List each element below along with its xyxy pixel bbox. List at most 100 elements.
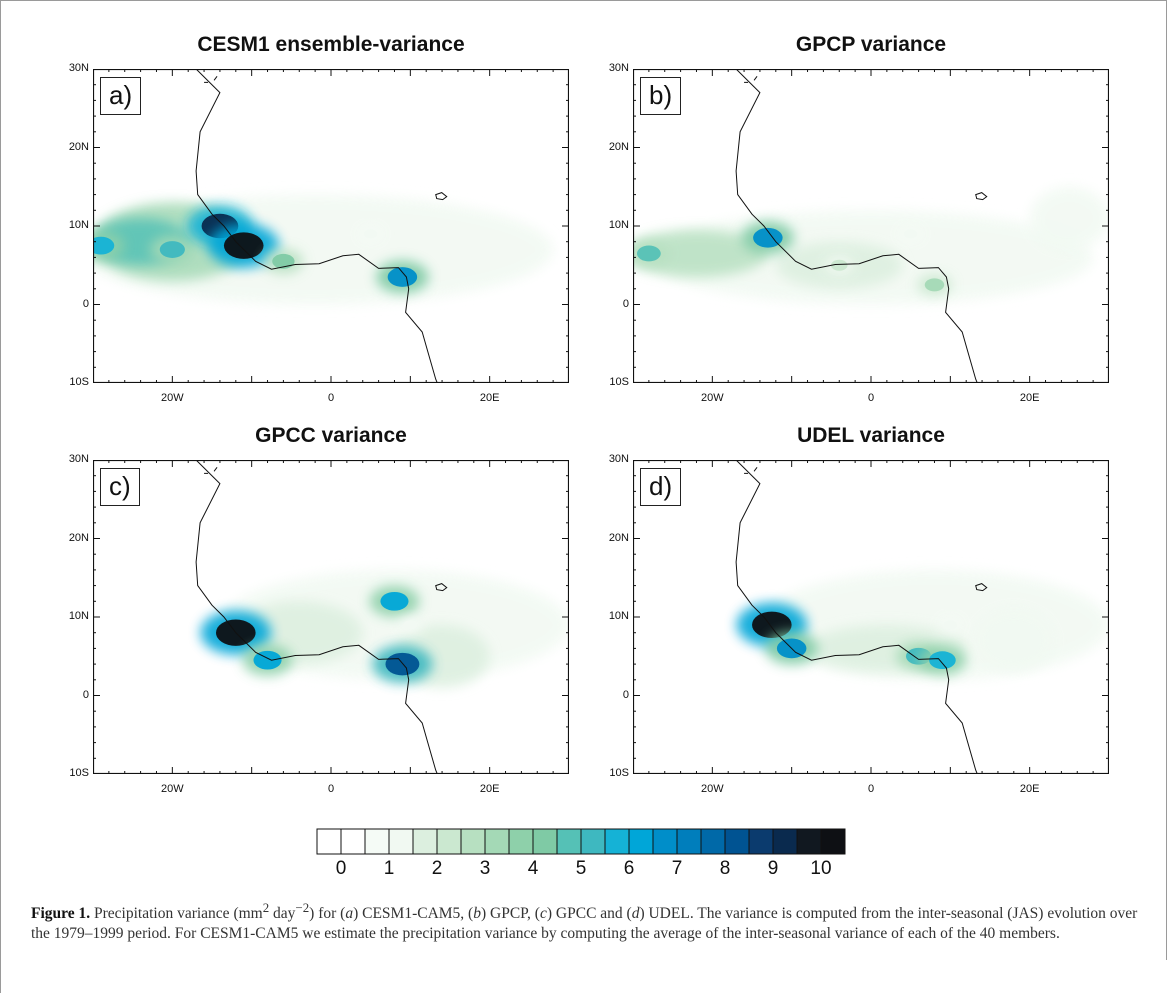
panel-svg bbox=[93, 460, 569, 774]
panel-d-label: d) bbox=[640, 468, 682, 506]
caption-b: b bbox=[473, 905, 481, 923]
caption-sup-2: −2 bbox=[295, 900, 310, 915]
colorbar-swatch bbox=[772, 828, 798, 855]
y-tick-label: 30N bbox=[68, 453, 89, 465]
field-peak bbox=[924, 278, 945, 292]
panel-svg bbox=[93, 69, 569, 383]
x-tick-label: 0 bbox=[867, 392, 875, 404]
field-peak bbox=[830, 259, 848, 271]
colorbar-swatch bbox=[484, 828, 510, 855]
field-peak bbox=[387, 267, 418, 287]
y-tick-label: 0 bbox=[82, 688, 89, 701]
caption-text-6: ) GPCC and ( bbox=[546, 905, 632, 923]
colorbar-label: 2 bbox=[431, 858, 443, 879]
x-tick-label: 0 bbox=[327, 392, 335, 404]
field-peak bbox=[223, 232, 264, 259]
x-tick-label: 20W bbox=[161, 783, 184, 795]
x-tick-label: 0 bbox=[327, 783, 335, 795]
field-peak bbox=[93, 236, 115, 255]
panel-a-label: a) bbox=[100, 77, 142, 115]
island-outline bbox=[744, 467, 758, 474]
colorbar-swatch bbox=[724, 828, 750, 855]
y-tick-label: 10N bbox=[608, 610, 629, 622]
x-tick-label: 20E bbox=[1019, 392, 1040, 404]
x-tick-label: 20W bbox=[701, 783, 724, 795]
y-tick-label: 30N bbox=[608, 62, 629, 74]
coastline bbox=[735, 460, 978, 774]
colorbar-label: 0 bbox=[335, 858, 347, 879]
colorbar-label: 7 bbox=[671, 858, 683, 879]
y-tick-label: 20N bbox=[608, 531, 629, 544]
panel-a-map: a) bbox=[93, 69, 569, 383]
island-outline bbox=[204, 76, 218, 83]
colorbar-label: 6 bbox=[623, 858, 635, 879]
colorbar-swatch bbox=[316, 828, 342, 855]
colorbar-swatch bbox=[700, 828, 726, 855]
caption-d: d bbox=[631, 905, 640, 923]
y-tick-label: 0 bbox=[622, 297, 629, 310]
colorbar-swatch bbox=[556, 828, 582, 855]
panel-b-label: b) bbox=[640, 77, 682, 115]
colorbar-swatch bbox=[628, 828, 654, 855]
caption-text-4: ) CESM1-CAM5, ( bbox=[353, 905, 474, 923]
colorbar-swatch bbox=[676, 828, 702, 855]
field-peak bbox=[753, 227, 783, 248]
lake-outline bbox=[975, 192, 988, 201]
panel-c-title: GPCC variance bbox=[255, 424, 407, 447]
field-peak bbox=[363, 229, 378, 239]
y-tick-label: 10S bbox=[609, 767, 629, 779]
field-background bbox=[974, 609, 1054, 672]
field-peak bbox=[403, 620, 418, 630]
field-peak bbox=[929, 651, 956, 670]
field-peak bbox=[380, 591, 409, 611]
y-tick-label: 10S bbox=[609, 376, 629, 388]
field-background bbox=[1029, 186, 1109, 250]
lake-outline bbox=[435, 192, 448, 201]
panel-b-title: GPCP variance bbox=[795, 33, 947, 56]
field-peak bbox=[752, 611, 792, 639]
colorbar-label: 4 bbox=[527, 858, 539, 879]
caption-lead: Figure 1. bbox=[31, 905, 91, 923]
caption-text-1: Precipitation variance (mm bbox=[90, 905, 263, 923]
x-tick-label: 0 bbox=[867, 783, 875, 795]
y-tick-label: 20N bbox=[68, 140, 89, 153]
y-tick-label: 20N bbox=[68, 531, 89, 544]
x-tick-label: 20E bbox=[1019, 783, 1040, 795]
y-tick-label: 10N bbox=[608, 219, 629, 231]
field-peak bbox=[253, 650, 282, 670]
y-tick-label: 30N bbox=[608, 453, 629, 465]
coastline bbox=[195, 69, 438, 383]
colorbar-swatch bbox=[604, 828, 630, 855]
colorbar-label: 3 bbox=[479, 858, 491, 879]
x-tick-label: 20W bbox=[701, 392, 724, 404]
field-peak bbox=[903, 229, 918, 239]
colorbar-swatch bbox=[508, 828, 534, 855]
panel-c-map: c) bbox=[93, 460, 569, 774]
panel-c-label: c) bbox=[100, 468, 140, 506]
panel-svg bbox=[633, 69, 1109, 383]
figure-caption: Figure 1. Precipitation variance (mm2 da… bbox=[31, 898, 1141, 944]
caption-text-5: ) GPCP, ( bbox=[480, 905, 540, 923]
coastline bbox=[195, 460, 438, 774]
panel-svg bbox=[633, 460, 1109, 774]
x-tick-label: 20E bbox=[479, 783, 500, 795]
colorbar-label: 8 bbox=[719, 858, 731, 879]
y-tick-label: 0 bbox=[622, 688, 629, 701]
island-outline bbox=[204, 467, 218, 474]
caption-c: c bbox=[539, 905, 547, 923]
panel-d-title: UDEL variance bbox=[797, 424, 945, 447]
panel-d-map: d) bbox=[633, 460, 1109, 774]
y-tick-label: 10N bbox=[68, 610, 89, 622]
panel-a-title: CESM1 ensemble-variance bbox=[197, 33, 465, 56]
colorbar-svg bbox=[316, 828, 846, 855]
caption-text-3: ) for ( bbox=[309, 905, 346, 923]
colorbar-swatch bbox=[532, 828, 558, 855]
colorbar-swatch bbox=[460, 828, 486, 855]
caption-text-7: ) UDEL. The variance is computed from th… bbox=[31, 905, 1138, 943]
y-tick-label: 0 bbox=[82, 297, 89, 310]
field-peak bbox=[272, 253, 295, 269]
lake-outline bbox=[435, 583, 448, 592]
y-tick-label: 10S bbox=[69, 767, 89, 779]
y-tick-label: 10S bbox=[69, 376, 89, 388]
